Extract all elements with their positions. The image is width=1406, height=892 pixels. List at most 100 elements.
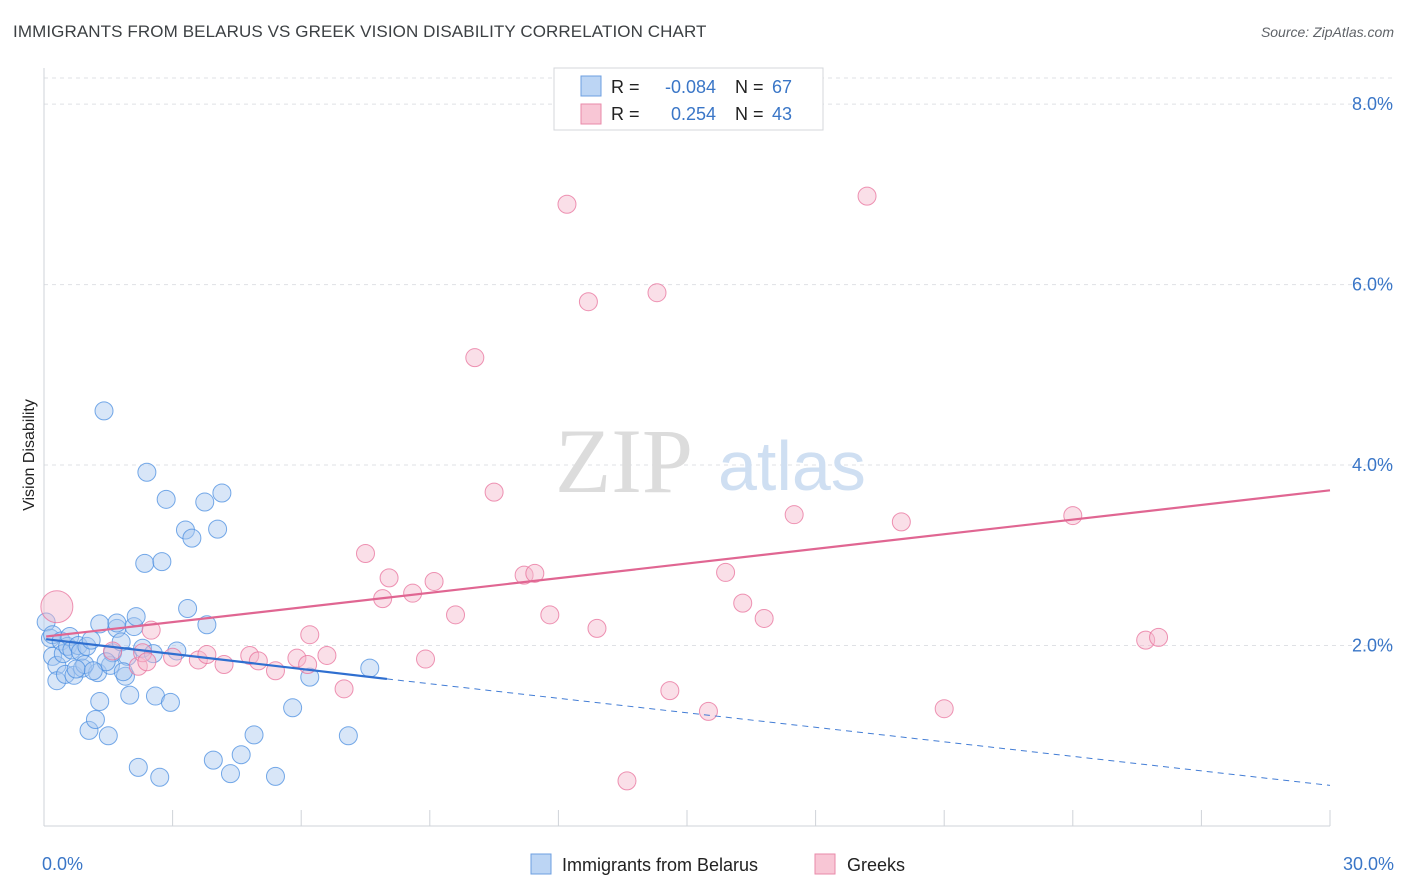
point-belarus bbox=[96, 652, 116, 672]
point-belarus bbox=[244, 725, 264, 745]
point-greeks bbox=[248, 651, 268, 671]
legend-r-value: 0.254 bbox=[671, 104, 716, 124]
legend-r-label: R = bbox=[611, 77, 640, 97]
point-greeks bbox=[133, 643, 153, 663]
legend-swatch-blue bbox=[580, 75, 602, 97]
point-greeks bbox=[317, 645, 337, 665]
point-belarus bbox=[81, 630, 101, 650]
trend-lines bbox=[46, 489, 1331, 786]
y-tick-label: 2.0% bbox=[1352, 636, 1393, 656]
point-greeks bbox=[578, 292, 598, 312]
y-tick-label: 6.0% bbox=[1352, 275, 1393, 295]
point-belarus bbox=[220, 764, 240, 784]
y-tick-label: 8.0% bbox=[1352, 94, 1393, 114]
point-belarus bbox=[36, 612, 56, 632]
point-greeks bbox=[446, 605, 466, 625]
watermark-zip: ZIP bbox=[555, 410, 693, 512]
y-axis-title: Vision Disability bbox=[21, 399, 38, 511]
point-greeks bbox=[163, 647, 183, 667]
point-greeks bbox=[617, 771, 637, 791]
point-greeks bbox=[287, 648, 307, 668]
point-belarus bbox=[85, 710, 105, 730]
legend-bottom-swatch-blue bbox=[530, 853, 552, 875]
source-label: Source: ZipAtlas.com bbox=[1260, 24, 1394, 40]
point-greeks bbox=[587, 618, 607, 638]
point-belarus bbox=[94, 401, 114, 421]
point-greeks bbox=[356, 543, 375, 563]
point-belarus bbox=[137, 462, 157, 482]
point-greeks bbox=[416, 649, 436, 669]
point-greeks bbox=[647, 283, 667, 303]
legend-bottom: Immigrants from Belarus Greeks bbox=[530, 853, 905, 875]
point-greeks bbox=[557, 194, 577, 214]
point-belarus bbox=[231, 745, 251, 765]
legend-r-value: -0.084 bbox=[665, 77, 716, 97]
point-greeks bbox=[197, 645, 217, 665]
legend-swatch-pink bbox=[580, 103, 602, 125]
point-greeks bbox=[857, 186, 877, 206]
point-greeks bbox=[103, 641, 123, 661]
point-belarus bbox=[79, 720, 99, 740]
point-belarus bbox=[265, 766, 285, 786]
legend-n-label: N = bbox=[735, 104, 764, 124]
y-tick-label: 4.0% bbox=[1352, 455, 1393, 475]
trend-line-belarus-extension bbox=[386, 678, 1331, 786]
point-greeks bbox=[137, 652, 157, 672]
point-belarus bbox=[182, 528, 202, 548]
point-belarus bbox=[118, 646, 138, 666]
point-greeks bbox=[784, 505, 804, 525]
point-greeks bbox=[754, 608, 774, 628]
point-greeks bbox=[424, 571, 444, 591]
chart-title: IMMIGRANTS FROM BELARUS VS GREEK VISION … bbox=[13, 22, 707, 41]
point-greeks bbox=[379, 568, 399, 588]
point-belarus bbox=[43, 646, 63, 666]
point-greeks bbox=[300, 625, 320, 645]
legend-n-label: N = bbox=[735, 77, 764, 97]
point-belarus bbox=[98, 726, 118, 746]
x-tick-label: 0.0% bbox=[42, 854, 83, 874]
point-greeks bbox=[465, 348, 485, 368]
x-tick-label: 30.0% bbox=[1343, 854, 1394, 874]
point-greeks bbox=[540, 605, 560, 625]
legend-bottom-label-blue: Immigrants from Belarus bbox=[562, 855, 758, 875]
point-belarus bbox=[360, 658, 380, 678]
legend-bottom-swatch-pink bbox=[814, 853, 836, 875]
point-belarus bbox=[160, 692, 180, 712]
trend-line-greeks bbox=[46, 489, 1331, 638]
point-belarus bbox=[83, 661, 103, 681]
point-belarus bbox=[283, 698, 303, 718]
point-belarus bbox=[152, 552, 172, 572]
point-belarus bbox=[135, 553, 155, 573]
point-belarus bbox=[178, 599, 198, 619]
legend-bottom-label-pink: Greeks bbox=[847, 855, 905, 875]
point-belarus bbox=[197, 615, 217, 635]
trend-line-belarus bbox=[46, 638, 388, 681]
point-greeks bbox=[334, 679, 354, 699]
watermark: ZIP atlas bbox=[555, 410, 866, 512]
point-belarus bbox=[156, 489, 176, 509]
point-belarus bbox=[126, 607, 146, 627]
point-belarus bbox=[203, 750, 223, 770]
point-belarus bbox=[90, 691, 110, 711]
point-greeks bbox=[891, 512, 911, 532]
point-belarus bbox=[113, 662, 133, 682]
point-greeks bbox=[934, 699, 954, 719]
point-belarus bbox=[150, 767, 170, 787]
point-greeks bbox=[716, 562, 736, 582]
point-greeks bbox=[1063, 506, 1083, 526]
axes bbox=[43, 68, 1330, 827]
point-belarus bbox=[338, 726, 358, 746]
point-belarus bbox=[300, 667, 320, 687]
legend-r-label: R = bbox=[611, 104, 640, 124]
point-greeks bbox=[525, 563, 545, 583]
point-belarus bbox=[73, 658, 93, 678]
point-belarus bbox=[128, 757, 148, 777]
point-greeks bbox=[660, 681, 680, 701]
point-greeks bbox=[733, 593, 753, 613]
legend-top: R = -0.084 N = 67 R = 0.254 N = 43 bbox=[553, 67, 824, 131]
point-greeks bbox=[40, 590, 74, 624]
legend-n-value: 67 bbox=[772, 77, 792, 97]
point-belarus bbox=[195, 492, 215, 512]
point-belarus bbox=[120, 685, 140, 705]
point-belarus bbox=[175, 520, 195, 540]
